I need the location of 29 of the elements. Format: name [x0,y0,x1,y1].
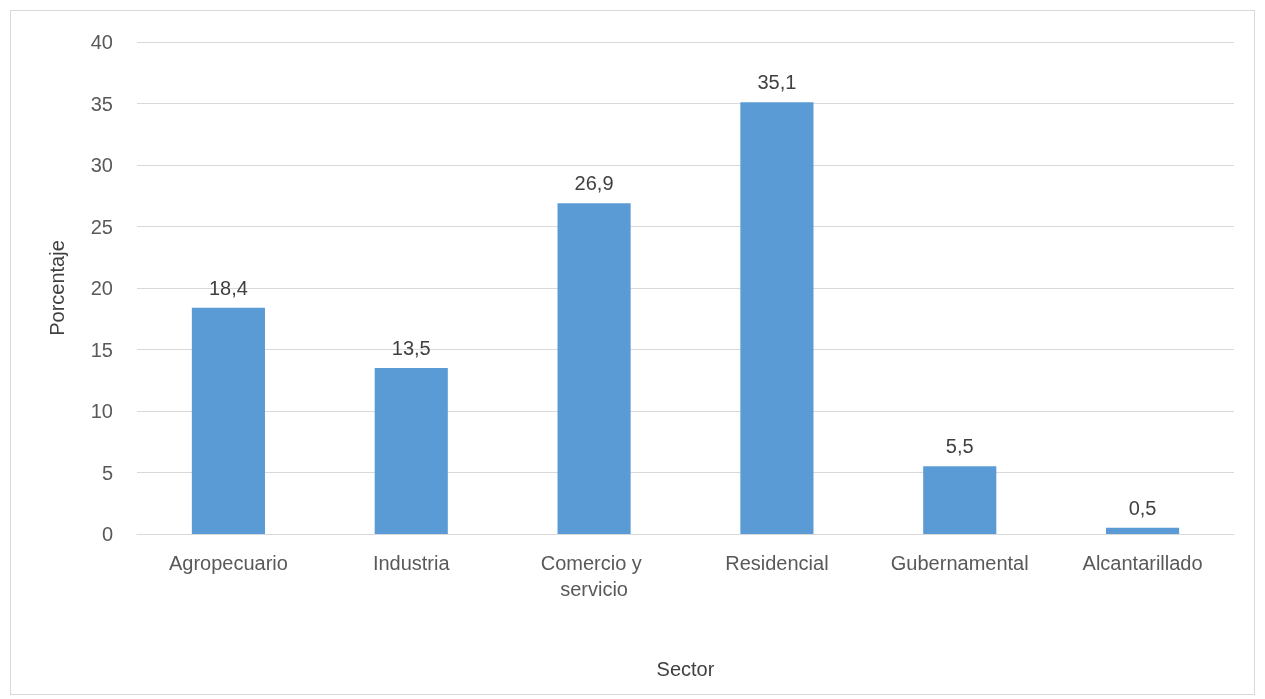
data-label: 0,5 [1128,496,1157,519]
y-tick-label: 30 [90,154,113,176]
x-tick-label: Residencial [725,552,829,574]
bar [923,466,997,534]
y-tick-label: 20 [90,277,113,299]
x-tick-label: Alcantarillado [1082,552,1203,574]
x-tick-label: Gubernamental [890,552,1029,574]
data-label: 35,1 [757,71,797,94]
y-tick-label: 35 [90,92,113,115]
data-label: 5,5 [945,435,974,458]
bar [557,203,631,534]
data-label: 18,4 [208,276,248,299]
x-tick-label: Comercio y servicio [540,552,648,600]
x-tick-label: Industria [372,552,451,574]
data-label: 26,9 [574,172,614,195]
y-tick-label: 0 [101,523,113,545]
x-tick-label: Agropecuario [168,552,288,574]
bar [374,367,448,534]
bar [740,102,814,534]
bar [191,307,265,534]
y-tick-label: 25 [90,215,113,238]
y-tick-label: 40 [90,31,113,53]
x-axis-title: Sector [656,658,715,680]
bar [1106,527,1180,534]
y-axis-title: Porcentaje [46,240,68,336]
data-label: 13,5 [391,336,431,359]
y-tick-label: 5 [101,461,113,484]
y-tick-label: 10 [90,400,113,422]
y-tick-label: 15 [90,338,113,361]
